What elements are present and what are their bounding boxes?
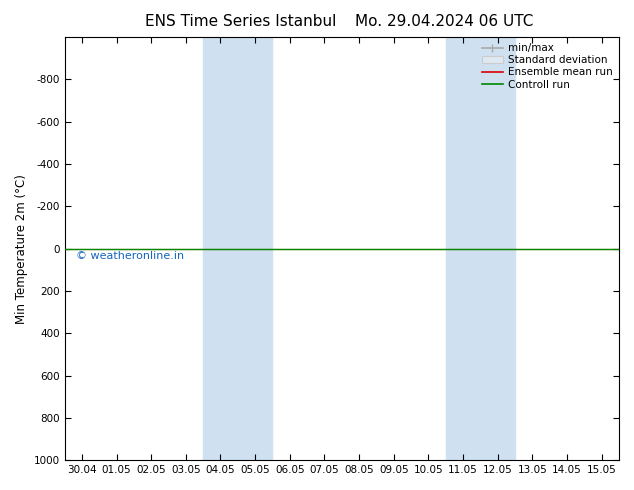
Bar [203, 37, 273, 460]
Text: ENS Time Series Istanbul: ENS Time Series Istanbul [145, 14, 337, 29]
Text: Mo. 29.04.2024 06 UTC: Mo. 29.04.2024 06 UTC [354, 14, 533, 29]
Text: © weatheronline.in: © weatheronline.in [75, 251, 184, 261]
Y-axis label: Min Temperature 2m (°C): Min Temperature 2m (°C) [15, 173, 28, 323]
Legend: min/max, Standard deviation, Ensemble mean run, Controll run: min/max, Standard deviation, Ensemble me… [478, 39, 617, 94]
Bar [446, 37, 515, 460]
